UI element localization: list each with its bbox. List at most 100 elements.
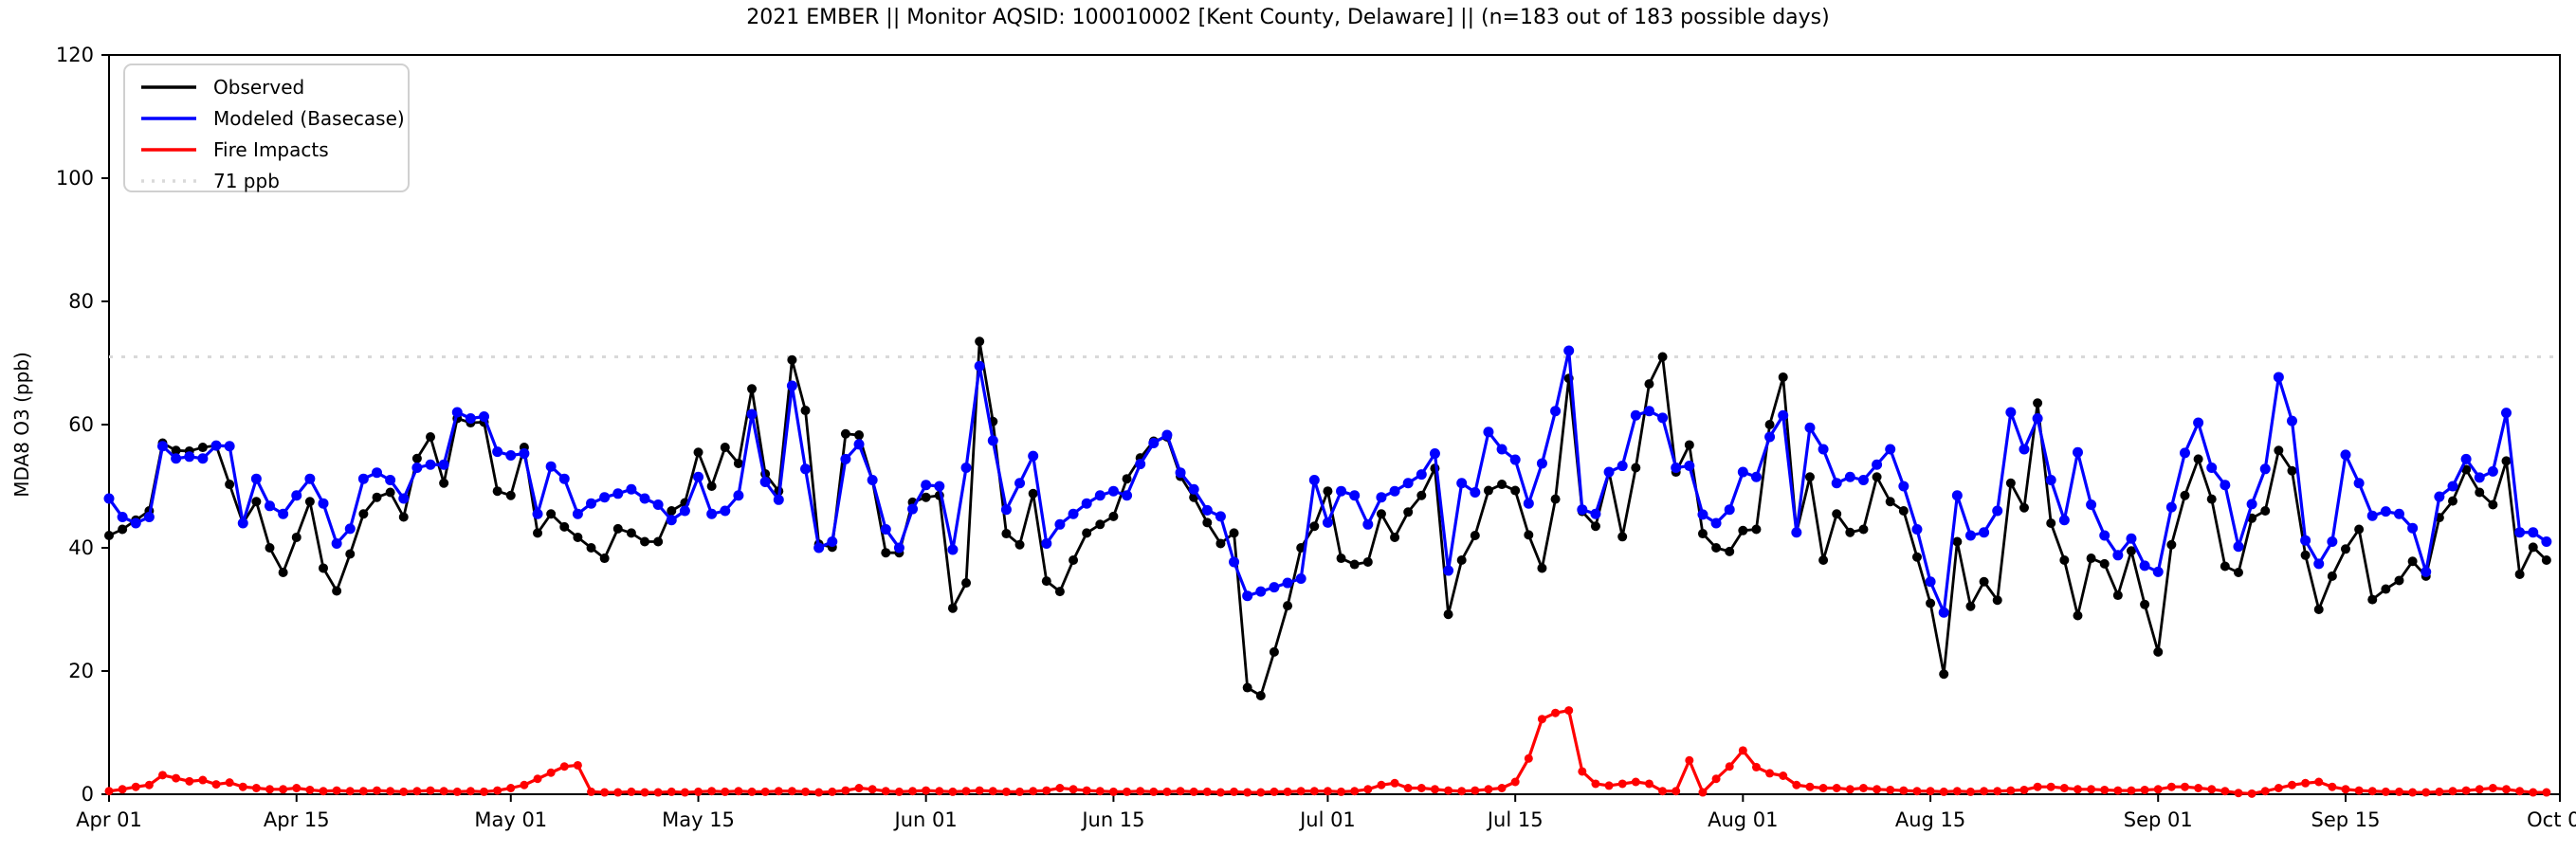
data-point: [1322, 517, 1333, 528]
data-point: [2166, 782, 2176, 791]
data-point: [1832, 784, 1841, 792]
data-point: [1323, 486, 1333, 497]
data-point: [2408, 788, 2418, 797]
data-point: [103, 493, 115, 504]
data-point: [1362, 556, 1373, 567]
data-point: [2073, 785, 2082, 794]
data-point: [987, 435, 998, 446]
data-point: [1189, 787, 1198, 796]
data-point: [104, 531, 114, 540]
data-point: [1349, 490, 1361, 501]
series-line: [107, 349, 2548, 614]
data-point: [505, 450, 517, 461]
data-point: [520, 780, 529, 789]
data-point: [1564, 706, 1574, 716]
data-point: [304, 473, 316, 484]
data-point: [693, 471, 704, 482]
data-point: [586, 543, 596, 553]
data-point: [1094, 490, 1105, 501]
data-point: [1630, 409, 1641, 421]
data-point: [1243, 788, 1252, 797]
data-point: [787, 787, 796, 796]
data-point: [251, 497, 262, 507]
data-point: [841, 786, 850, 795]
data-point: [158, 771, 168, 780]
data-point: [1832, 509, 1842, 519]
data-point: [185, 776, 194, 786]
data-point: [1255, 586, 1267, 597]
data-point: [2086, 554, 2096, 564]
data-point: [1229, 528, 1239, 538]
y-tick-label: 120: [56, 44, 94, 66]
data-point: [2541, 555, 2551, 565]
data-point: [197, 453, 209, 464]
data-point: [238, 782, 247, 791]
data-point: [1376, 492, 1387, 503]
data-point: [1939, 669, 1949, 680]
data-point: [426, 432, 436, 442]
data-point: [1845, 785, 1854, 794]
data-point: [2032, 413, 2043, 424]
x-tick-label: Apr 15: [264, 808, 330, 831]
data-point: [2448, 787, 2457, 796]
data-point: [1055, 784, 1065, 792]
data-point: [1992, 595, 2002, 606]
data-point: [452, 787, 462, 796]
data-point: [1376, 509, 1386, 519]
x-tick-label: Sep 15: [2311, 808, 2380, 831]
data-point: [279, 785, 288, 794]
data-point: [1765, 769, 1775, 778]
data-point: [331, 537, 342, 549]
data-point: [1363, 785, 1373, 794]
data-point: [1951, 490, 1963, 501]
data-point: [1965, 601, 1976, 611]
data-point: [2340, 449, 2351, 461]
legend: Observed Modeled (Basecase) Fire Impacts 71…: [123, 64, 410, 192]
data-point: [813, 542, 825, 554]
chart-title: 2021 EMBER || Monitor AQSID: 100010002 […: [746, 6, 1830, 29]
data-point: [1014, 539, 1025, 550]
data-point: [1671, 463, 1682, 473]
data-point: [426, 786, 435, 795]
data-point: [1001, 529, 1012, 539]
data-point: [975, 786, 984, 795]
data-point: [1444, 786, 1453, 795]
data-point: [1697, 509, 1708, 520]
data-point: [1684, 440, 1694, 450]
data-point: [1778, 409, 1789, 421]
data-point: [2421, 788, 2431, 797]
data-point: [1308, 475, 1320, 485]
data-point: [627, 787, 636, 796]
data-point: [1617, 532, 1628, 542]
data-point: [1377, 780, 1386, 789]
data-point: [1979, 527, 1990, 538]
data-point: [1456, 555, 1467, 565]
data-point: [908, 787, 918, 796]
data-point: [1122, 474, 1132, 484]
data-point: [693, 447, 703, 458]
data-point: [1176, 787, 1185, 796]
data-point: [2126, 546, 2136, 556]
data-point: [2019, 502, 2029, 513]
data-point: [1911, 524, 1923, 535]
data-point: [1188, 483, 1199, 495]
data-point: [599, 492, 611, 503]
y-tick-label: 0: [82, 783, 94, 806]
data-point: [1470, 531, 1480, 540]
data-point: [2407, 522, 2419, 534]
data-point: [1068, 508, 1079, 519]
data-point: [1283, 787, 1292, 796]
plot-frame: [108, 54, 2561, 795]
data-point: [2542, 788, 2551, 797]
data-point: [2380, 506, 2391, 517]
data-point: [572, 508, 583, 519]
data-point: [1202, 517, 1213, 528]
data-point: [439, 478, 449, 488]
data-point: [1764, 420, 1775, 429]
data-point: [1069, 785, 1078, 794]
data-point: [225, 778, 234, 788]
data-point: [573, 532, 583, 542]
data-point: [1926, 787, 1935, 796]
data-point: [237, 517, 248, 529]
